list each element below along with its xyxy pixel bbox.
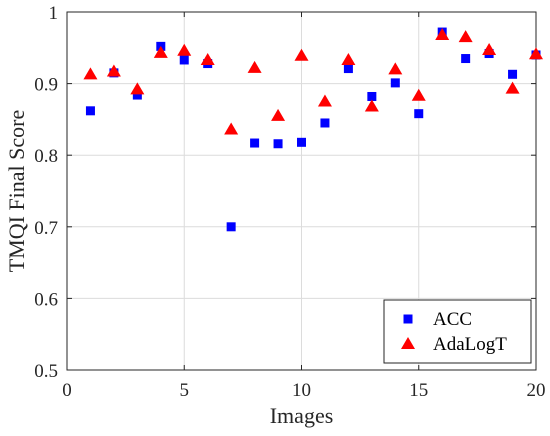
x-tick-label: 15 — [409, 380, 428, 401]
x-tick-label: 20 — [527, 380, 546, 401]
acc-point — [343, 64, 353, 74]
legend-label: ACC — [433, 309, 472, 330]
adalogt-point — [177, 43, 192, 56]
adalogt-point — [106, 64, 121, 77]
legend-acc-marker — [403, 314, 413, 324]
acc-point — [250, 138, 260, 148]
legend: ACC AdaLogT — [383, 299, 532, 364]
x-tick-label: 10 — [292, 380, 311, 401]
x-tick-label: 0 — [62, 380, 72, 401]
acc-point — [390, 78, 400, 88]
acc-point — [367, 91, 377, 101]
adalogt-point — [505, 81, 520, 94]
y-tick-label: 0.5 — [34, 361, 58, 382]
adalogt-point — [529, 47, 543, 60]
adalogt-point — [458, 30, 473, 43]
adalogt-point — [411, 88, 426, 101]
acc-point — [179, 55, 189, 65]
adalogt-point — [247, 60, 262, 73]
legend-adalogt-marker — [401, 337, 415, 350]
acc-point — [273, 139, 283, 149]
adalogt-point — [294, 48, 309, 61]
y-tick-label: 0.9 — [34, 75, 58, 96]
adalogt-point — [317, 94, 332, 107]
acc-point — [320, 118, 330, 128]
adalogt-point — [435, 27, 450, 40]
acc-point — [132, 90, 142, 100]
acc-point — [414, 109, 424, 119]
x-axis-title: Images — [270, 403, 334, 428]
adalogt-point — [224, 122, 239, 135]
y-tick-label: 0.7 — [34, 218, 58, 239]
acc-point — [461, 54, 471, 64]
adalogt-point — [364, 99, 379, 112]
y-tick-label: 1 — [49, 3, 59, 24]
adalogt-point — [130, 82, 145, 95]
axis-tick-labels: 0 5 10 15 20 0.5 0.6 0.7 0.8 0.9 1 — [34, 3, 545, 401]
acc-point — [297, 137, 306, 147]
y-tick-label: 0.8 — [34, 146, 58, 167]
adalogt-point — [153, 45, 168, 58]
y-axis-title: TMQI Final Score — [4, 110, 29, 273]
adalogt-point — [200, 53, 215, 66]
adalogt-point — [341, 53, 356, 66]
adalogt-point — [271, 108, 286, 121]
legend-label: AdaLogT — [433, 334, 507, 355]
acc-point — [85, 106, 95, 116]
adalogt-point — [83, 67, 98, 80]
legend-box — [383, 299, 532, 364]
data-points — [83, 27, 543, 232]
x-tick-label: 5 — [180, 380, 190, 401]
y-tick-label: 0.6 — [34, 289, 58, 310]
acc-point — [508, 69, 518, 79]
adalogt-point — [482, 42, 497, 55]
adalogt-point — [388, 62, 403, 75]
axis-ticks — [66, 11, 537, 371]
acc-point — [226, 222, 236, 232]
